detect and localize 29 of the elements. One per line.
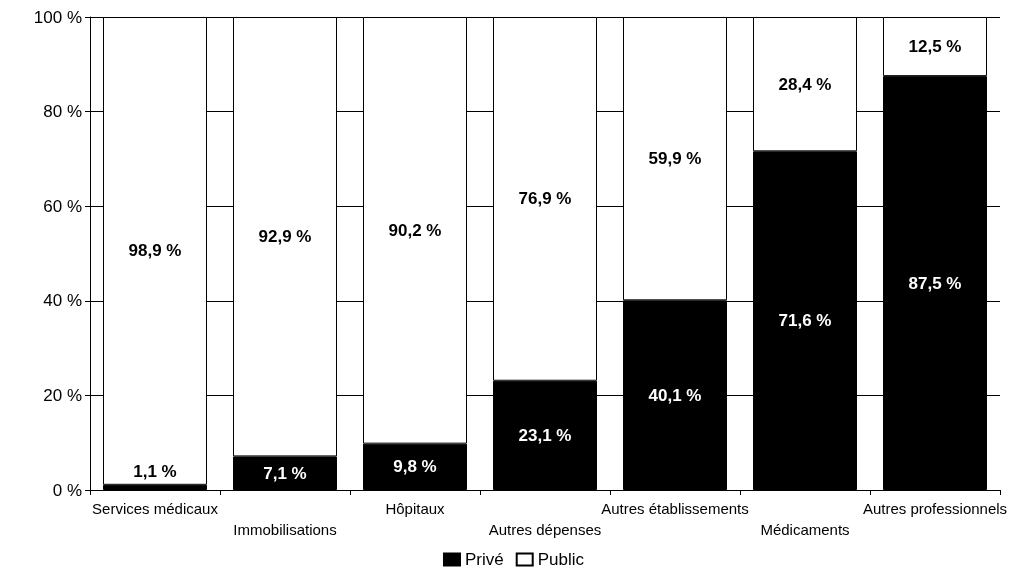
y-tick-label: 80 %: [43, 102, 82, 122]
y-tick-label: 20 %: [43, 385, 82, 405]
data-label: 76,9 %: [518, 189, 572, 209]
data-label: 1,1 %: [133, 461, 177, 481]
x-tick-label: Hôpitaux: [385, 500, 446, 517]
x-tick-label: Immobilisations: [233, 521, 337, 538]
data-label: 7,1 %: [263, 463, 307, 483]
data-label: 98,9 %: [128, 241, 182, 261]
data-label: 92,9 %: [258, 227, 312, 247]
data-label: 90,2 %: [388, 220, 442, 240]
legend-label: Public: [537, 550, 585, 569]
y-tick-label: 0 %: [52, 480, 82, 500]
y-tick-label: 100 %: [33, 7, 82, 27]
data-label: 40,1 %: [648, 385, 702, 405]
legend-label: Privé: [464, 550, 504, 569]
y-tick-label: 40 %: [43, 291, 82, 311]
data-label: 59,9 %: [648, 149, 702, 169]
data-label: 87,5 %: [908, 273, 962, 293]
x-tick-label: Autres professionnels: [862, 500, 1008, 517]
y-tick-label: 60 %: [43, 196, 82, 216]
x-tick-label: Services médicaux: [92, 500, 219, 517]
data-label: 12,5 %: [908, 37, 962, 57]
x-tick-label: Médicaments: [760, 521, 850, 538]
data-label: 71,6 %: [778, 311, 832, 331]
data-label: 9,8 %: [393, 457, 437, 477]
x-tick-label: Autres établissements: [601, 500, 749, 517]
data-label: 23,1 %: [518, 425, 572, 445]
data-label: 28,4 %: [778, 74, 832, 94]
x-tick-label: Autres dépenses: [488, 521, 602, 538]
